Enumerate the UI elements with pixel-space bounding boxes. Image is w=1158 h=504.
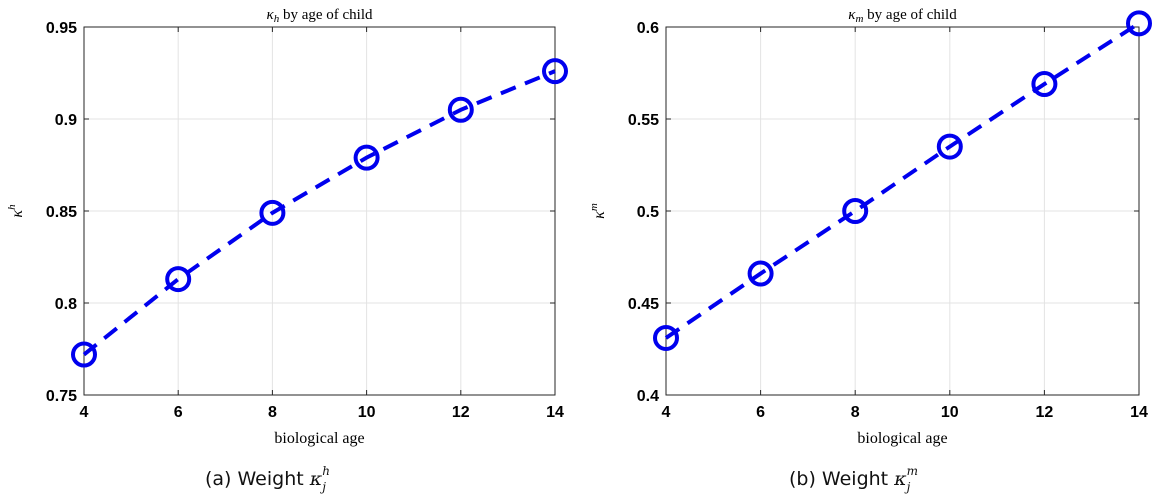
x-axis-label: biological age [857,430,947,447]
data-point [1126,10,1152,37]
x-tick-label: 8 [851,404,860,421]
plot-frame [665,26,1140,396]
x-tick-label: 12 [1036,404,1054,421]
data-point [447,96,474,123]
series-line [664,21,1141,340]
x-axis-label: biological age [274,430,364,447]
y-tick-label: 0.9 [55,112,77,129]
series-line [82,69,556,357]
x-tick-label: 14 [1130,404,1148,421]
caption-b-sub: j [906,480,911,494]
data-point [353,144,380,171]
caption-b-symbol: κ [894,468,907,490]
data-point [1031,71,1058,98]
data-point [259,199,286,226]
caption-b-sup: m [906,464,919,478]
x-tick-label: 12 [452,404,470,421]
y-tick-label: 0.95 [46,20,77,37]
caption-a-prefix: (a) Weight [205,468,310,490]
chart-panel-a: 4 6 8 10 12 14 0.75 0.8 0.85 0.9 0.95 κh by age of … [6,7,568,494]
x-tick-label: 14 [546,404,564,421]
plot-frame [83,26,556,396]
caption-a-sub: j [322,480,326,494]
x-tick-label: 6 [756,404,765,421]
x-tick-label: 10 [358,404,376,421]
y-axis-label: κh [6,204,26,218]
chart-title: κm by age of child [848,7,957,25]
x-tick-label: 8 [268,404,277,421]
data-point [71,341,97,368]
x-tick-label: 4 [662,404,671,421]
y-tick-label: 0.6 [637,20,659,37]
data-point [165,266,192,293]
y-tick-label: 0.45 [628,296,659,313]
data-point [542,58,568,85]
data-point [747,260,774,287]
y-tick-label: 0.8 [55,296,77,313]
data-point [842,198,869,224]
caption-b-prefix: (b) Weight [789,468,895,490]
x-tick-label: 4 [80,404,89,421]
caption-a-symbol: κ [309,468,323,490]
data-point [936,133,963,160]
chart-title: κh by age of child [266,7,373,25]
y-tick-label: 0.5 [637,204,659,221]
y-tick-label: 0.75 [46,388,77,405]
x-tick-label: 6 [174,404,183,421]
chart-a: 4 6 8 10 12 14 0.75 0.8 0.85 0.9 0.95 κh by age of … [6,7,568,447]
y-tick-label: 0.55 [628,112,659,129]
caption-a-sup: h [322,464,330,478]
chart-b: 4 6 8 10 12 14 0.4 0.45 0.5 0.55 0.6 κm by age of c… [588,7,1152,447]
y-tick-label: 0.85 [46,204,77,221]
y-axis-label: κm [588,203,608,219]
x-tick-label: 10 [941,404,959,421]
data-point [653,324,679,351]
y-tick-label: 0.4 [637,388,659,405]
chart-panel-b: 4 6 8 10 12 14 0.4 0.45 0.5 0.55 0.6 κm by age of c… [579,0,1158,504]
